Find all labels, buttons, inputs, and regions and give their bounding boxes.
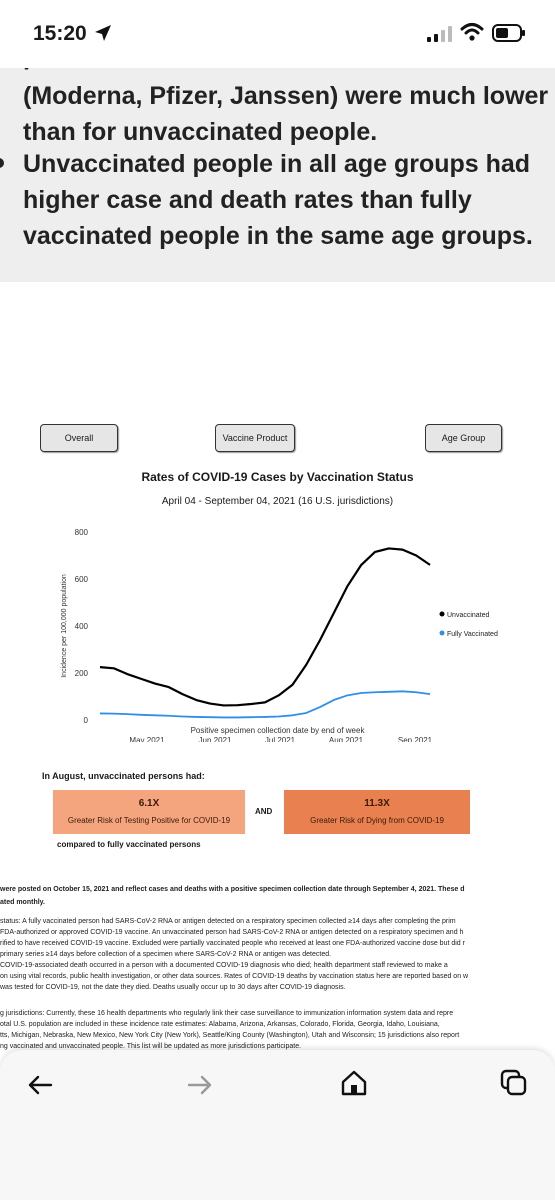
note-line: status: A fully vaccinated person had SA… xyxy=(0,918,456,925)
note-line: were posted on October 15, 2021 and refl… xyxy=(0,886,465,893)
chart-title: Rates of COVID-19 Cases by Vaccination S… xyxy=(141,470,414,484)
note-line: otal U.S. population are included in the… xyxy=(0,1021,440,1028)
panel-line-2: than for unvaccinated people. xyxy=(23,118,378,146)
bullet-icon xyxy=(0,158,4,168)
panel-line-1: (Moderna, Pfizer, Janssen) were much low… xyxy=(23,82,549,110)
death-risk-ratio: 11.3X xyxy=(364,798,390,809)
death-risk-label: Greater Risk of Dying from COVID-19 xyxy=(310,816,444,825)
cellular-signal-icon xyxy=(427,26,452,42)
series-line-fully-vaccinated xyxy=(99,690,431,719)
panel-line-5: vaccinated people in the same age groups… xyxy=(23,222,533,250)
legend-marker xyxy=(439,611,445,617)
line-chart: 0 200 400 600 800 Incidence per 100,000 popul… xyxy=(61,528,498,742)
death-risk-box: 11.3X Greater Risk of Dying from COVID-1… xyxy=(284,790,470,834)
y-tick-label: 800 xyxy=(75,528,89,537)
location-arrow-icon xyxy=(95,25,111,41)
cut-off-text-fragment: · xyxy=(23,68,32,82)
summary-text-panel: · (Moderna, Pfizer, Janssen) were much l… xyxy=(0,68,555,282)
summary-lead: In August, unvaccinated persons had: xyxy=(42,771,205,781)
note-line: tts, Michigan, Nebraska, New Mexico, New… xyxy=(0,1032,460,1039)
y-axis-label: Incidence per 100,000 population xyxy=(61,574,68,678)
legend-marker xyxy=(439,630,445,636)
y-tick-label: 0 xyxy=(84,716,89,725)
case-risk-label: Greater Risk of Testing Positive for COV… xyxy=(67,816,231,825)
note-line: FDA-authorized or approved COVID-19 vacc… xyxy=(0,929,464,936)
legend-label: Unvaccinated xyxy=(447,612,490,619)
forward-arrow-icon[interactable] xyxy=(185,1070,215,1100)
note-line: ng vaccinated and unvaccinated people. T… xyxy=(0,1043,302,1050)
note-line: primary series ≥14 days before collectio… xyxy=(0,951,332,958)
x-tick-label: May 2021 xyxy=(129,736,165,742)
x-tick-label: Jul 2021 xyxy=(265,736,296,742)
note-line: was tested for COVID-19, not the date th… xyxy=(0,984,346,991)
y-tick-label: 600 xyxy=(75,575,89,584)
legend-label: Fully Vaccinated xyxy=(447,631,498,638)
note-line: on using vital records, public health in… xyxy=(0,973,469,980)
home-icon[interactable] xyxy=(339,1068,369,1098)
battery-icon xyxy=(492,24,525,42)
note-line: ated monthly. xyxy=(0,899,45,906)
footnotes-continued: g jurisdictions: Currently, these 16 hea… xyxy=(0,1008,555,1056)
x-axis-label: Positive specimen collection date by end… xyxy=(190,726,365,735)
toolbar-background xyxy=(0,1050,555,1200)
tab-vaccine-product[interactable]: Vaccine Product xyxy=(215,424,295,452)
tab-age-group[interactable]: Age Group xyxy=(425,424,502,452)
case-risk-box: 6.1X Greater Risk of Testing Positive fo… xyxy=(53,790,245,834)
x-tick-label: Sep 2021 xyxy=(398,736,433,742)
and-label: AND xyxy=(255,807,273,816)
panel-line-4: higher case and death rates than fully xyxy=(23,186,472,214)
x-tick-label: Jun 2021 xyxy=(199,736,232,742)
status-bar: 15:20 xyxy=(0,0,555,68)
wifi-icon xyxy=(460,23,484,41)
y-tick-label: 200 xyxy=(75,669,89,678)
note-line: COVID-19-associated death occurred in a … xyxy=(0,962,448,969)
back-arrow-icon[interactable] xyxy=(25,1070,55,1100)
summary-tail: compared to fully vaccinated persons xyxy=(57,840,201,849)
case-risk-ratio: 6.1X xyxy=(138,798,160,809)
note-line: g jurisdictions: Currently, these 16 hea… xyxy=(0,1010,454,1017)
status-time: 15:20 xyxy=(33,22,87,45)
series-line-unvaccinated xyxy=(99,547,431,707)
chart-subtitle: April 04 - September 04, 2021 (16 U.S. j… xyxy=(161,496,394,507)
panel-line-3: Unvaccinated people in all age groups ha… xyxy=(23,150,531,178)
footnotes: were posted on October 15, 2021 and refl… xyxy=(0,884,555,1009)
tab-overall[interactable]: Overall xyxy=(40,424,118,452)
tabs-icon[interactable] xyxy=(499,1068,529,1098)
x-tick-label: Aug 2021 xyxy=(329,736,364,742)
y-tick-label: 400 xyxy=(75,622,89,631)
covid-dashboard: Overall Vaccine Product Age Group Rates … xyxy=(0,282,555,742)
note-line: rified to have received COVID-19 vaccine… xyxy=(0,940,465,947)
